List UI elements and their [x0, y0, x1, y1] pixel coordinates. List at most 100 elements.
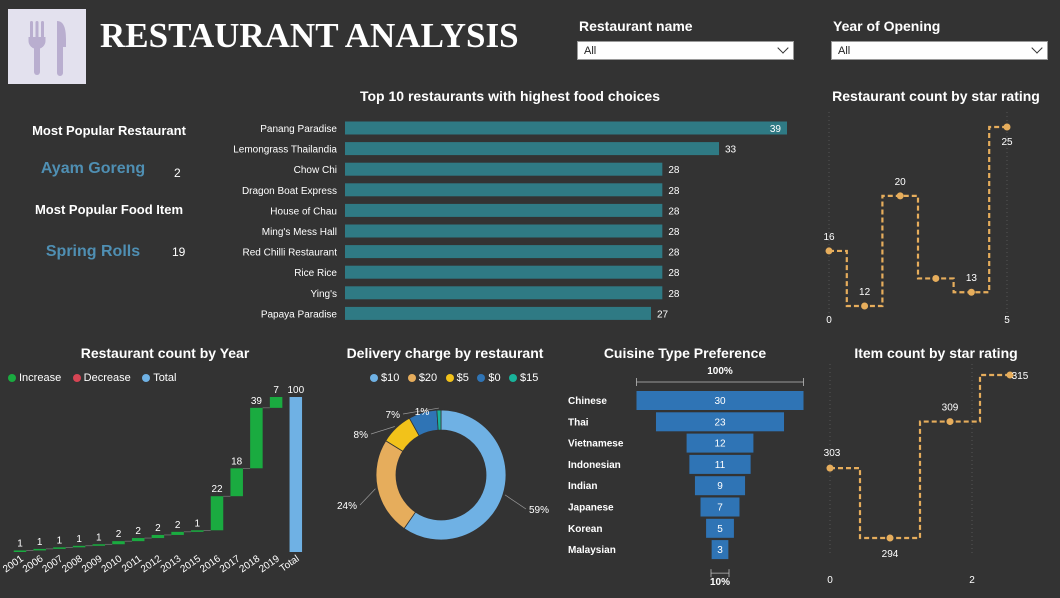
legend-item: $5 [445, 372, 469, 384]
bar [345, 286, 663, 300]
data-point [967, 288, 975, 296]
legend-item: $10 [370, 372, 399, 384]
data-label: 20 [895, 177, 907, 188]
by-year-chart-title: Restaurant count by Year [80, 345, 250, 361]
x-tick-label: 0 [827, 575, 833, 586]
funnel-data-label: 30 [714, 396, 726, 407]
by-year-waterfall-chart: 1200112006120071200812009220102201122012… [1, 385, 304, 575]
leader-line [402, 410, 423, 415]
year-of-opening-filter-label: Year of Opening [833, 18, 941, 34]
data-point [825, 247, 833, 255]
bar-data-label: 33 [725, 145, 737, 156]
bar-data-label: 1 [37, 537, 43, 548]
bar-data-label: 1 [195, 518, 201, 529]
cuisine-funnel-chart: 100% 30 Chinese 23 Thai 12 Vietnamese 11 Indones… [568, 366, 804, 588]
bar-data-label: 1 [76, 534, 82, 545]
bar-data-label: 39 [770, 124, 782, 135]
by-year-legend: Increase Decrease Total [8, 369, 183, 387]
series-line [829, 125, 1007, 308]
restaurant-name-dropdown[interactable]: All [577, 41, 794, 60]
funnel-data-label: 11 [715, 460, 726, 471]
year-of-opening-dropdown-value: All [838, 45, 851, 57]
star-rating-chart-title: Restaurant count by star rating [832, 88, 1040, 104]
x-tick-label: 0 [826, 315, 832, 326]
waterfall-bar [250, 407, 263, 469]
waterfall-bar [151, 534, 165, 539]
funnel-category-label: Thai [568, 417, 589, 428]
legend-item: $15 [509, 372, 538, 384]
bar-data-label: 28 [668, 186, 680, 197]
bar-data-label: 7 [273, 385, 279, 396]
legend-swatch [477, 374, 486, 382]
legend-item: $0 [477, 372, 501, 384]
top10-bar-chart: Panang Paradise 39 Lemongrass Thailandia 33… [233, 121, 787, 320]
bar-data-label: 39 [251, 396, 263, 407]
waterfall-bar [131, 538, 145, 542]
funnel-bar [686, 433, 754, 453]
bar-category-label: Lemongrass Thailandia [233, 145, 337, 156]
waterfall-bar [33, 548, 46, 551]
bar-data-label: 1 [17, 538, 23, 549]
legend-item: Decrease [72, 372, 131, 384]
waterfall-bar [269, 397, 283, 408]
data-point [1003, 123, 1011, 131]
waterfall-bar [289, 397, 303, 552]
logo [8, 9, 86, 84]
bar-category-label: Dragon Boat Express [242, 186, 337, 197]
data-point [886, 534, 894, 542]
bar [345, 245, 663, 259]
page-title: RESTAURANT ANALYSIS [100, 16, 519, 55]
bar-data-label: 2 [135, 526, 141, 537]
cuisine-chart-title: Cuisine Type Preference [603, 345, 767, 361]
funnel-top-label: 100% [707, 366, 733, 377]
leader-line [504, 494, 527, 510]
data-point [896, 192, 904, 200]
slice-data-label: 24% [337, 501, 357, 512]
funnel-category-label: Korean [568, 524, 602, 535]
data-point [826, 464, 834, 472]
funnel-category-label: Indian [568, 481, 597, 492]
bar-category-label: House of Chau [270, 206, 337, 217]
data-label: 294 [882, 549, 899, 560]
popular-food-name: Spring Rolls [45, 243, 141, 260]
legend-label: $10 [381, 372, 400, 384]
bar [345, 121, 787, 135]
data-point [861, 302, 869, 310]
legend-swatch [72, 374, 81, 382]
leader-line [370, 426, 395, 435]
bar-category-label: Chow Chi [294, 165, 337, 176]
waterfall-bar [72, 545, 86, 548]
bar-data-label: 2 [155, 523, 161, 534]
funnel-data-label: 7 [717, 503, 723, 514]
legend-swatch [445, 374, 454, 382]
legend-swatch [370, 374, 378, 382]
waterfall-bar [13, 550, 27, 552]
donut-slice [436, 409, 442, 431]
fork-knife-icon [28, 21, 66, 76]
donut-slice [403, 409, 507, 541]
bar [345, 203, 663, 217]
leader-line [359, 488, 376, 506]
bar [345, 142, 719, 156]
bar [345, 224, 663, 238]
popular-restaurant-label: Most Popular Restaurant [32, 123, 186, 138]
funnel-bar [700, 497, 740, 517]
bar-data-label: 28 [668, 227, 680, 238]
funnel-bar [655, 412, 785, 432]
funnel-data-label: 12 [714, 439, 726, 450]
data-label: 16 [823, 232, 835, 243]
data-label: 25 [1001, 137, 1013, 148]
waterfall-bar [191, 530, 204, 532]
legend-swatch [407, 374, 416, 382]
delivery-legend: $10 $20 $5 $0 $15 [370, 369, 538, 387]
legend-item: Increase [8, 372, 61, 384]
waterfall-bar [112, 541, 125, 545]
data-label: 315 [1012, 371, 1029, 382]
funnel-bar [636, 391, 804, 410]
bar-data-label: 18 [231, 456, 243, 467]
bar-data-label: 1 [57, 535, 63, 546]
bar-data-label: 2 [175, 520, 181, 531]
popular-food-count: 19 [172, 245, 186, 259]
year-of-opening-dropdown[interactable]: All [831, 41, 1048, 60]
data-label: 13 [966, 273, 978, 284]
